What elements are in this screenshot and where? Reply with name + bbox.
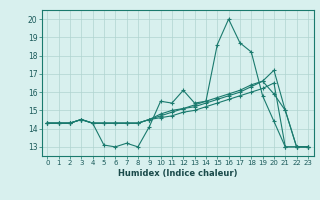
X-axis label: Humidex (Indice chaleur): Humidex (Indice chaleur) — [118, 169, 237, 178]
